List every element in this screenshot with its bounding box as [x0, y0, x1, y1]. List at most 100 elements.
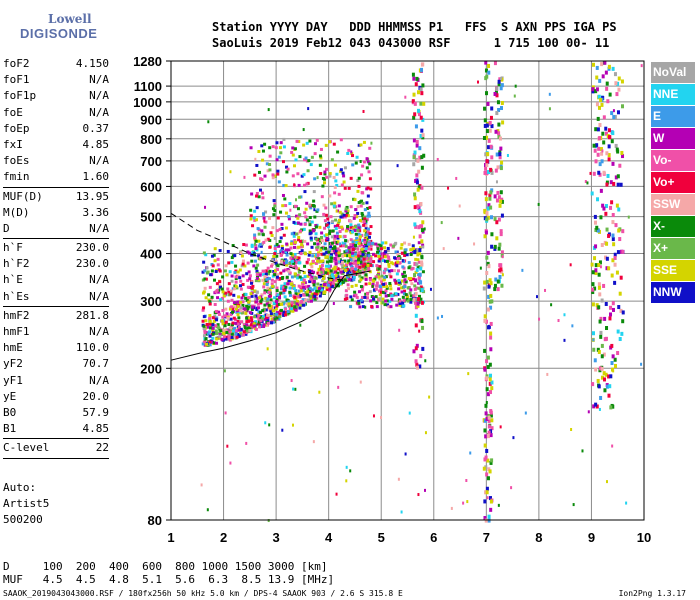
echo-point [301, 239, 305, 243]
echo-point [369, 244, 373, 248]
echo-point [314, 276, 318, 280]
echo-point [489, 507, 493, 512]
muf-row: MUF 4.5 4.5 4.8 5.1 5.6 6.3 8.5 13.9 [MH… [3, 573, 335, 586]
echo-point [382, 278, 386, 282]
echo-point [360, 247, 364, 251]
echo-point [270, 262, 274, 266]
echo-point [225, 312, 229, 316]
echo-point [484, 411, 488, 416]
echo-point [390, 261, 394, 265]
echo-point [293, 183, 296, 187]
echo-point [325, 260, 329, 264]
echo-point [226, 299, 230, 303]
echo-point [611, 131, 615, 136]
echo-point [333, 234, 337, 238]
echo-point [254, 239, 258, 243]
echo-point [594, 159, 598, 164]
echo-point [299, 222, 303, 226]
echo-point [361, 250, 365, 254]
echo-point [349, 305, 353, 309]
echo-point [302, 271, 306, 275]
echo-point [308, 280, 312, 284]
echo-point [265, 277, 269, 281]
echo-point [497, 82, 501, 87]
echo-point [254, 320, 258, 324]
echo-point [289, 208, 292, 212]
echo-point [358, 244, 362, 248]
echo-point [353, 290, 357, 294]
echo-point [489, 190, 493, 195]
echo-point [215, 332, 219, 336]
echo-point [283, 268, 287, 272]
header-values: SaoLuis 2019 Feb12 043 043000 RSF 1 715 … [212, 36, 610, 50]
echo-point [274, 300, 278, 304]
echo-point [420, 91, 424, 96]
echo-point [265, 315, 269, 319]
echo-point [497, 503, 500, 507]
echo-point [487, 203, 491, 208]
echo-point [609, 205, 613, 210]
echo-point [222, 328, 226, 332]
echo-point [306, 298, 310, 302]
echo-point [294, 232, 298, 236]
echo-point [496, 190, 500, 195]
echo-point [494, 129, 498, 134]
echo-point [397, 278, 401, 282]
echo-point [489, 433, 493, 438]
echo-point [258, 273, 262, 277]
echo-point [241, 259, 245, 263]
echo-point [360, 199, 364, 203]
echo-point [302, 300, 306, 304]
echo-point [599, 265, 602, 269]
echo-point [339, 242, 342, 246]
echo-point [330, 235, 334, 239]
echo-point [327, 267, 331, 271]
param-name: B1 [3, 422, 17, 436]
echo-point [251, 305, 255, 309]
echo-point [292, 164, 296, 168]
echo-point [224, 320, 228, 324]
echo-point [483, 216, 487, 221]
echo-point [335, 277, 339, 281]
param-name: B0 [3, 405, 17, 419]
echo-point [269, 298, 273, 302]
echo-point [394, 281, 398, 285]
echo-point [365, 256, 369, 260]
echo-point [597, 136, 601, 141]
echo-point [268, 146, 272, 150]
echo-point [366, 194, 370, 198]
echo-point [389, 287, 393, 291]
echo-point [416, 301, 420, 306]
echo-point [282, 184, 286, 188]
echo-point [208, 317, 212, 321]
echo-point [281, 250, 285, 254]
echo-point [276, 293, 280, 297]
echo-point [467, 372, 470, 376]
echo-point [276, 302, 280, 306]
echo-point [239, 327, 243, 331]
echo-point [290, 275, 294, 279]
echo-point [498, 136, 502, 141]
param-row: B0 57.9 [3, 405, 109, 421]
muf-dashed-curve [170, 212, 345, 281]
echo-point [605, 480, 608, 484]
echo-point [500, 100, 504, 105]
echo-point [398, 328, 401, 332]
echo-point [587, 410, 590, 414]
echo-point [591, 302, 595, 307]
echo-point [538, 317, 541, 321]
echo-point [324, 264, 328, 268]
echo-point [351, 163, 355, 167]
echo-point [247, 319, 251, 323]
echo-point [301, 298, 305, 302]
echo-point [204, 337, 208, 341]
echo-point [343, 186, 347, 190]
echo-point [278, 227, 282, 231]
echo-point [266, 297, 270, 301]
echo-point [259, 319, 263, 323]
echo-point [596, 347, 600, 352]
echo-point [325, 250, 329, 254]
echo-point [208, 302, 212, 306]
echo-point [591, 89, 595, 94]
x-tick-label: 9 [588, 530, 595, 545]
